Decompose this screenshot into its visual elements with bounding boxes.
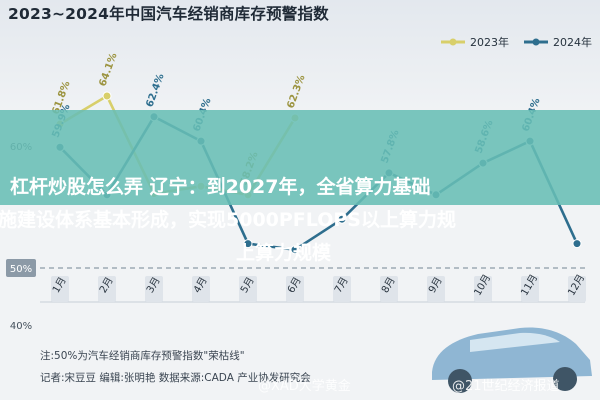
x-tick-badge: [474, 276, 492, 302]
legend-item-2023: 2023年: [440, 34, 509, 50]
car-window: [470, 332, 560, 352]
data-point: [337, 214, 347, 224]
legend-swatch-2023: [441, 38, 465, 46]
car-illustration: [432, 327, 592, 393]
legend-swatch-2024: [524, 38, 548, 46]
x-tick-badge: [380, 276, 398, 302]
watermark-left: @XAD大学黄金: [258, 379, 351, 394]
x-tick-badge: [521, 276, 539, 302]
data-label: 62.3%: [285, 74, 307, 110]
x-tick-badge: [145, 276, 163, 302]
x-tick-badge: [286, 276, 304, 302]
overlay-line-3: 上算力规模: [236, 242, 332, 264]
data-label: 64.1%: [97, 52, 119, 88]
data-point: [572, 239, 582, 249]
y-tick-label: 50%: [10, 264, 32, 275]
x-tick-badge: [192, 276, 210, 302]
data-label: 62.4%: [144, 72, 166, 108]
x-tick-badge: [51, 276, 69, 302]
x-tick-badge: [568, 276, 586, 302]
chart-credits: 记者:宋豆豆 编辑:张明艳 数据来源:CADA 产业协发研究会: [40, 372, 311, 384]
data-point: [102, 91, 112, 101]
car-wheel: [448, 369, 472, 393]
overlay-line-1: 杠杆炒股怎么弄 辽宁：到2027年，全省算力基础: [10, 176, 431, 198]
chart-title: 2023~2024年中国汽车经销商库存预警指数: [8, 5, 329, 23]
legend-label-2023: 2023年: [470, 36, 509, 49]
chart-footnote: 注:50%为汽车经销商库存预警指数"荣枯线": [40, 350, 245, 362]
legend-item-2024: 2024年: [523, 34, 592, 50]
overlay-line-2: 施建设体系基本形成，实现5000PFLOPS以上算力规: [0, 209, 456, 231]
news-overlay-band: [0, 110, 600, 205]
y-tick-badge-50: [6, 259, 36, 277]
x-tick-badge: [98, 276, 116, 302]
data-point: [243, 239, 253, 249]
chart-legend: 2023年 2024年: [440, 34, 592, 50]
x-tick-badge: [239, 276, 257, 302]
legend-label-2024: 2024年: [553, 36, 592, 49]
y-tick-label: 40%: [10, 321, 32, 332]
data-point: [290, 245, 300, 255]
watermark-right: @21世纪经济报道: [452, 379, 560, 394]
x-tick-badge: [333, 276, 351, 302]
x-tick-badge: [427, 276, 445, 302]
car-wheel: [553, 367, 577, 391]
